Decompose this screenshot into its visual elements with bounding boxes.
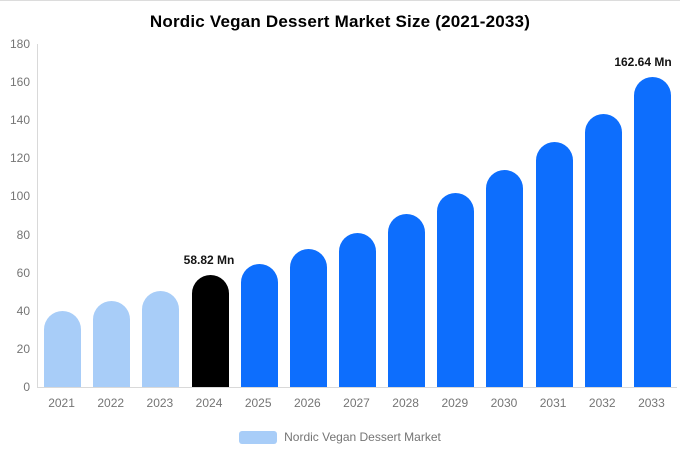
x-tick-label: 2024: [195, 396, 223, 410]
bar-2033: [633, 77, 671, 387]
y-tick-label: 0: [23, 380, 30, 394]
plot-area: [37, 44, 677, 388]
bar-2027: [339, 232, 376, 387]
x-tick-label: 2026: [293, 396, 321, 410]
legend-label: Nordic Vegan Dessert Market: [284, 430, 441, 444]
bar-2031: [535, 142, 573, 387]
y-tick-label: 40: [16, 303, 30, 318]
x-tick-label: 2030: [490, 396, 518, 410]
bar-2021: [44, 310, 82, 387]
bar-2022: [93, 301, 131, 387]
bar-2032: [584, 113, 622, 387]
x-tick-label: 2028: [392, 396, 419, 410]
bar-2030: [486, 169, 524, 387]
x-tick-label: 2021: [48, 396, 75, 410]
x-tick-label: 2027: [343, 396, 370, 410]
y-tick-label: 140: [9, 113, 30, 128]
x-tick-label: 2032: [588, 396, 616, 410]
bar-2029: [437, 192, 475, 387]
chart-title: Nordic Vegan Dessert Market Size (2021-2…: [149, 12, 531, 31]
legend-swatch: [239, 430, 278, 444]
x-tick-label: 2022: [97, 396, 125, 410]
bar-2023: [142, 290, 180, 387]
y-tick-label: 20: [16, 341, 30, 356]
x-tick-label: 2025: [244, 396, 272, 410]
x-tick-label: 2031: [539, 396, 567, 410]
x-tick-label: 2029: [441, 396, 469, 410]
y-tick-label: 100: [9, 189, 30, 204]
x-tick-label: 2023: [146, 396, 174, 410]
bar-2025: [240, 264, 278, 387]
bar-value-label: 58.82 Mn: [183, 252, 235, 267]
y-tick-label: 60: [16, 265, 30, 280]
bar-2024: [191, 274, 229, 387]
y-tick-label: 160: [9, 75, 30, 90]
y-tick-label: 120: [9, 151, 30, 166]
bar-2026: [289, 248, 327, 387]
legend-item[interactable]: Nordic Vegan Dessert Market: [0, 430, 680, 444]
bar-2028: [388, 213, 426, 387]
bar-value-label: 162.64 Mn: [614, 55, 672, 70]
x-tick-label: 2033: [638, 396, 665, 410]
y-tick-label: 80: [16, 227, 30, 242]
y-tick-label: 180: [9, 37, 30, 51]
